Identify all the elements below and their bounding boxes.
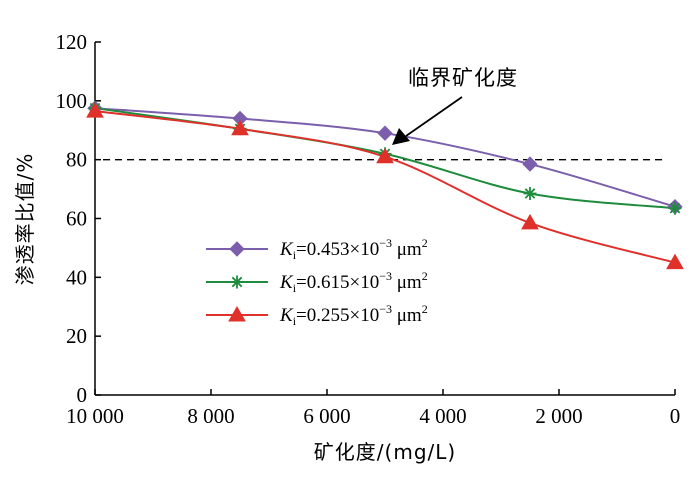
axes	[94, 42, 675, 396]
series-markers	[86, 100, 684, 270]
data-point-series-1	[377, 125, 393, 141]
y-tick-label: 100	[56, 89, 88, 113]
x-tick-label: 2 000	[535, 404, 582, 428]
legend: Ki=0.453×10−3 μm2 Ki=0.615×10−3 μm2 Ki=0.2…	[206, 236, 428, 328]
legend-marker	[228, 305, 246, 322]
legend-entry-1: Ki=0.453×10−3 μm2	[206, 236, 428, 262]
legend-marker	[229, 241, 245, 257]
y-tick-label: 60	[66, 207, 87, 231]
x-axis-title: 矿化度/(mg/L)	[314, 440, 456, 464]
data-point-series-3	[86, 102, 104, 118]
y-tick-label: 20	[66, 324, 87, 348]
data-point-series-1	[522, 156, 538, 172]
x-tick-label: 6 000	[303, 404, 350, 428]
data-point-series-2	[668, 201, 682, 215]
data-point-series-3	[666, 253, 684, 270]
legend-label: Ki=0.453×10−3 μm2	[279, 236, 428, 262]
legend-label: Ki=0.615×10−3 μm2	[279, 269, 428, 295]
y-tick-label: 40	[66, 265, 87, 289]
annotation-arrow	[392, 96, 463, 145]
legend-entry-2: Ki=0.615×10−3 μm2	[206, 269, 428, 295]
x-tick-label: 8 000	[187, 404, 234, 428]
data-point-series-2	[523, 186, 537, 200]
y-axis-title: 渗透率比值/%	[13, 153, 37, 286]
ticks	[94, 41, 676, 396]
annotation-label: 临界矿化度	[408, 66, 518, 90]
y-tick-label: 80	[66, 148, 87, 172]
data-point-series-3	[231, 119, 249, 136]
legend-label: Ki=0.255×10−3 μm2	[279, 302, 428, 328]
y-tick-label: 0	[77, 383, 88, 407]
data-point-series-3	[521, 213, 539, 230]
legend-marker	[230, 275, 244, 289]
legend-entry-3: Ki=0.255×10−3 μm2	[206, 302, 428, 328]
x-tick-label: 4 000	[419, 404, 466, 428]
x-tick-label: 0	[670, 404, 681, 428]
tick-labels: 10 000 8 000 6 000 4 000 2 000 0 0 20 40 60 80 100 1…	[56, 30, 681, 428]
x-tick-label: 10 000	[66, 404, 124, 428]
data-point-series-3	[376, 147, 394, 164]
y-tick-label: 120	[56, 30, 88, 54]
